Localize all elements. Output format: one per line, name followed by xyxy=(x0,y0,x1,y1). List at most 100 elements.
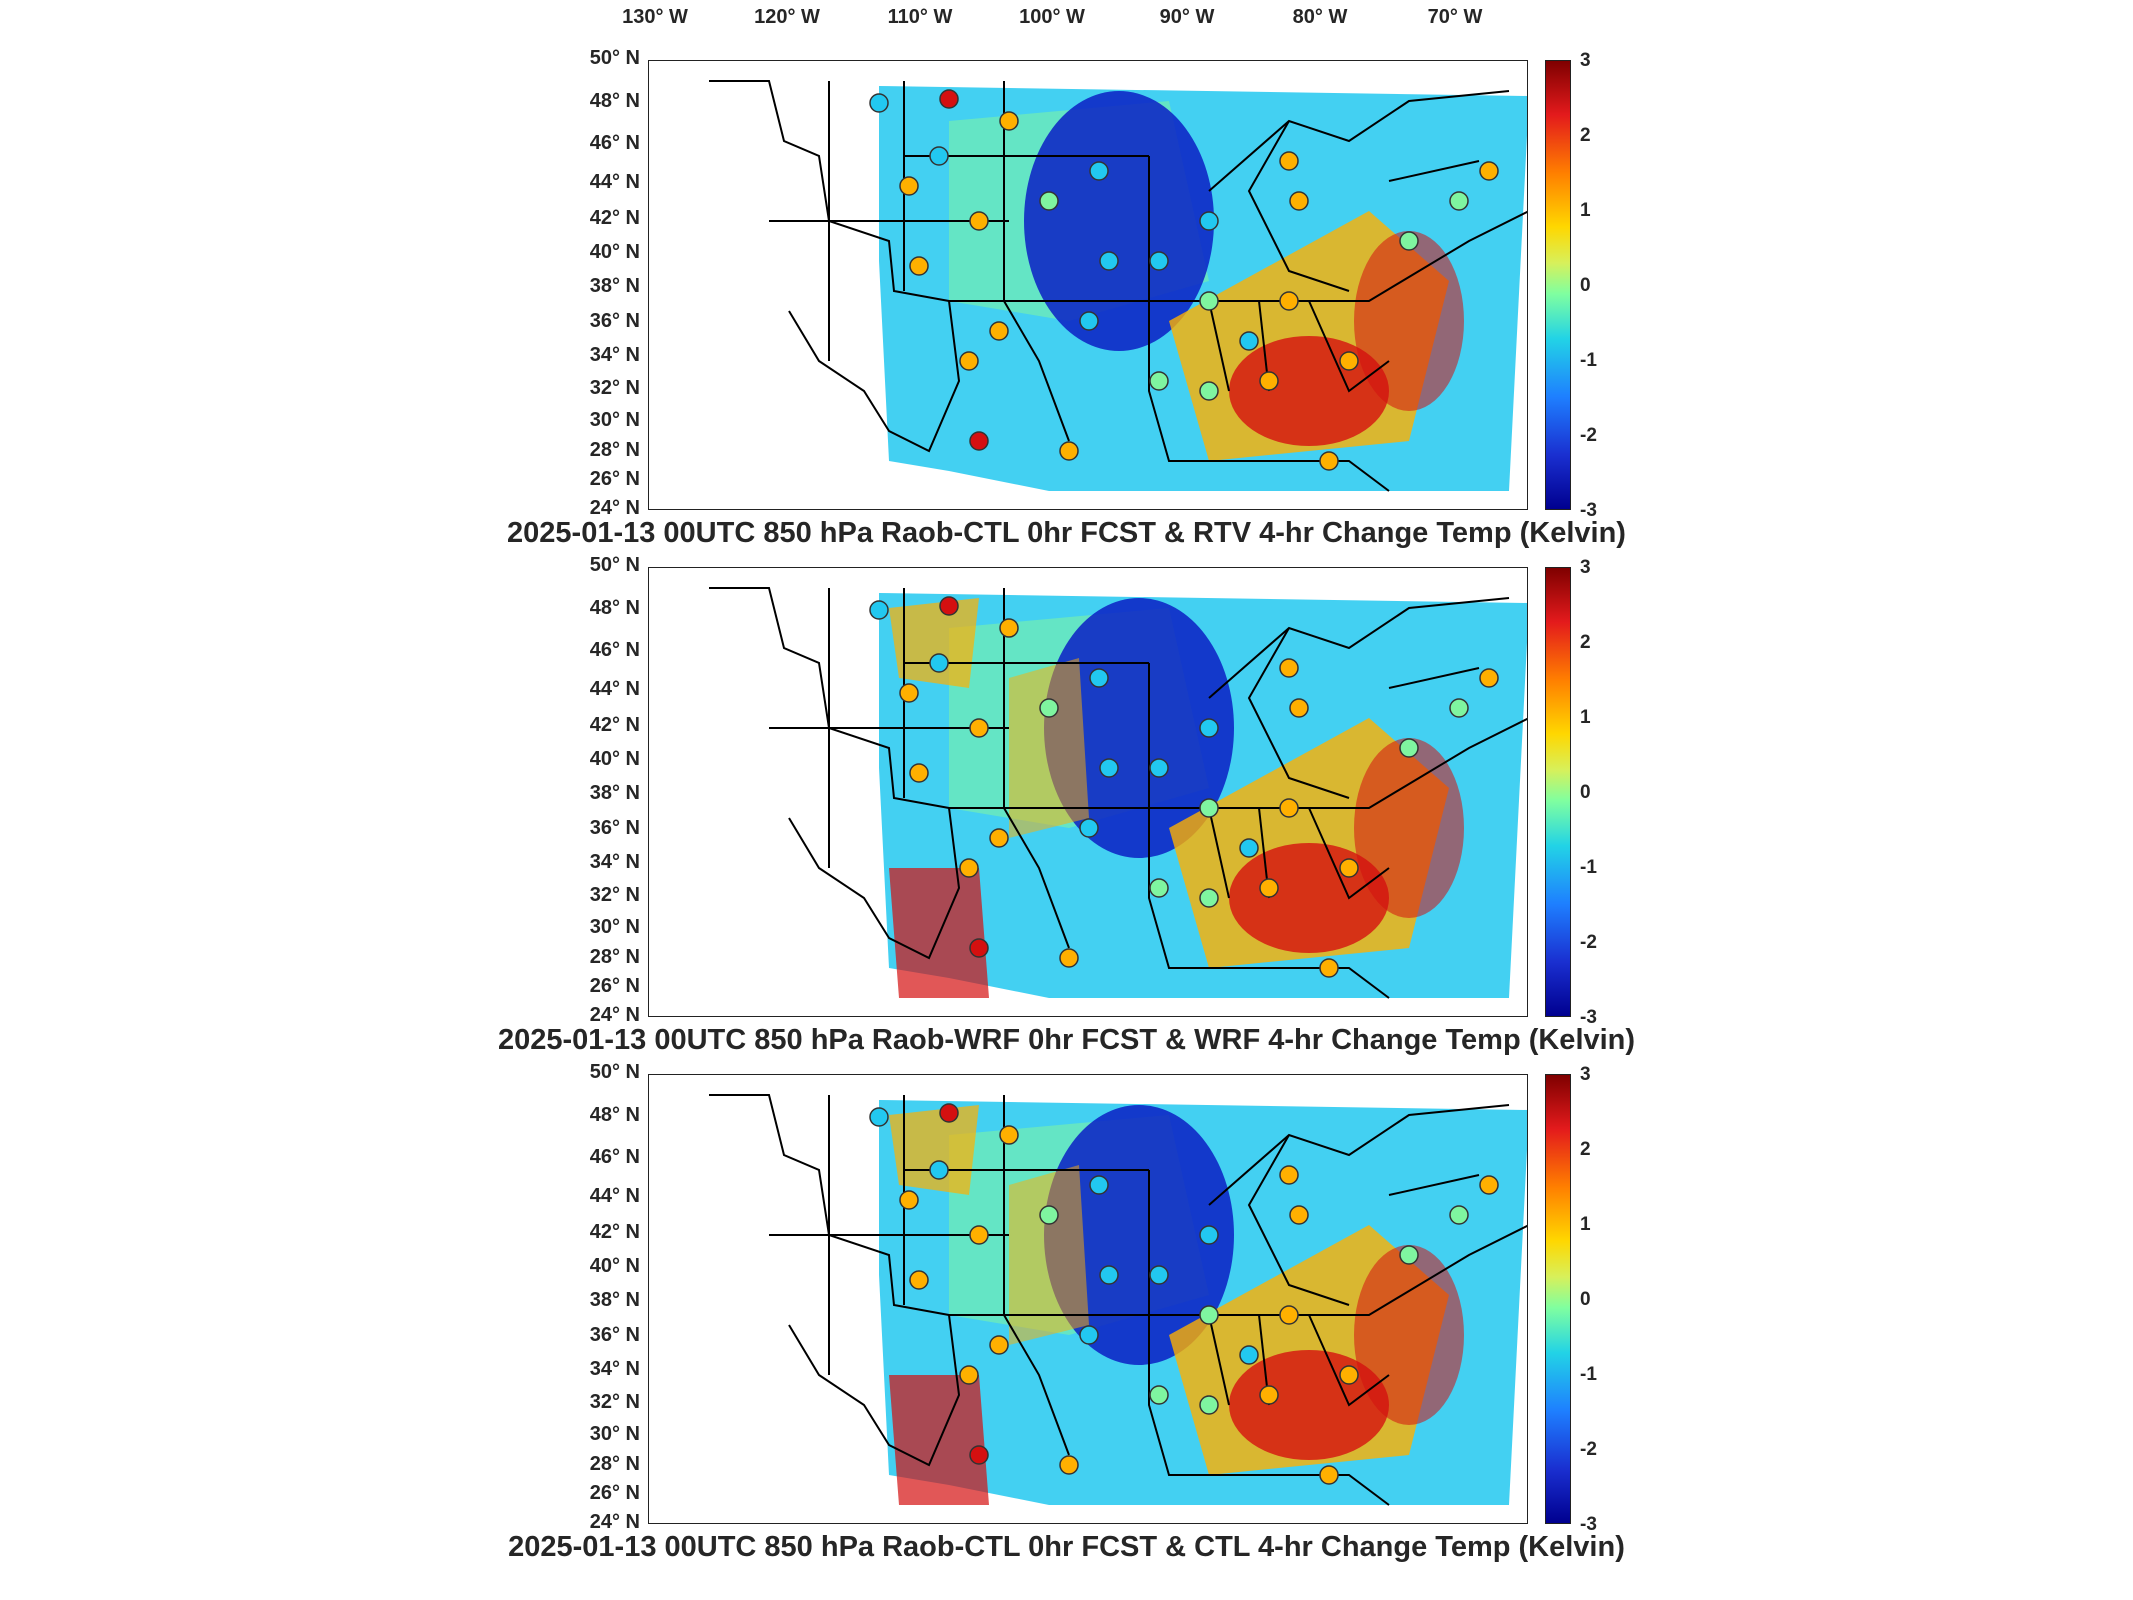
raob-station-marker xyxy=(1279,291,1299,311)
state-boundary xyxy=(1208,1104,1510,1206)
lat-label: 24° N xyxy=(589,1004,640,1026)
lat-label: 48° N xyxy=(589,597,640,619)
raob-station-marker xyxy=(869,93,889,113)
raob-station-marker xyxy=(929,1160,949,1180)
raob-station-marker xyxy=(959,858,979,878)
raob-station-marker xyxy=(1149,1385,1169,1405)
lat-label: 44° N xyxy=(589,678,640,700)
lat-label: 46° N xyxy=(589,639,640,661)
lat-label: 30° N xyxy=(589,916,640,938)
raob-station-marker xyxy=(1399,1245,1419,1265)
colorbar-tick: 3 xyxy=(1580,1064,1591,1085)
raob-station-marker xyxy=(1319,451,1339,471)
colorbar-tick: 1 xyxy=(1580,200,1591,221)
state-boundary xyxy=(1208,90,1510,192)
lat-label: 34° N xyxy=(589,1358,640,1380)
raob-station-marker xyxy=(969,1445,989,1465)
colorbar-tick: -2 xyxy=(1580,1439,1597,1460)
raob-station-marker xyxy=(959,1365,979,1385)
warm-region xyxy=(889,1105,979,1195)
lat-label: 36° N xyxy=(589,817,640,839)
colorbar-tick: -1 xyxy=(1580,857,1597,878)
raob-station-marker xyxy=(1059,441,1079,461)
raob-station-marker xyxy=(969,938,989,958)
raob-station-marker xyxy=(1449,1205,1469,1225)
lat-label: 30° N xyxy=(589,1423,640,1445)
raob-station-marker xyxy=(899,176,919,196)
raob-station-marker xyxy=(1399,231,1419,251)
warm-region xyxy=(889,598,979,688)
colorbar-tick: 0 xyxy=(1580,782,1591,803)
panel-title: 2025-01-13 00UTC 850 hPa Raob-WRF 0hr FC… xyxy=(497,1024,1636,1056)
raob-station-marker xyxy=(1149,251,1169,271)
raob-station-marker xyxy=(1059,1455,1079,1475)
state-boundary xyxy=(1003,300,1070,442)
raob-station-marker xyxy=(1279,1305,1299,1325)
panel-title: 2025-01-13 00UTC 850 hPa Raob-CTL 0hr FC… xyxy=(508,1531,1625,1563)
raob-station-marker xyxy=(1199,1305,1219,1325)
lat-label: 42° N xyxy=(589,714,640,736)
map-canvas xyxy=(709,80,1527,492)
raob-station-marker xyxy=(1259,1385,1279,1405)
lat-label: 34° N xyxy=(589,851,640,873)
hot-region xyxy=(1354,231,1464,411)
raob-station-marker xyxy=(1339,1365,1359,1385)
lon-label: 110° W xyxy=(887,6,953,28)
raob-station-marker xyxy=(1149,371,1169,391)
state-boundary xyxy=(1208,807,1230,899)
colorbar-tick: 3 xyxy=(1580,50,1591,71)
state-boundary xyxy=(1308,1314,1390,1407)
raob-station-marker xyxy=(899,1190,919,1210)
lat-label: 42° N xyxy=(589,1221,640,1243)
raob-station-marker xyxy=(1099,251,1119,271)
raob-station-marker xyxy=(1479,1175,1499,1195)
colorbar-tick: 2 xyxy=(1580,1139,1591,1160)
warm-region xyxy=(1009,658,1089,838)
state-boundary xyxy=(1388,667,1480,689)
state-boundary xyxy=(1388,160,1480,182)
colorbar-tick: 2 xyxy=(1580,125,1591,146)
raob-station-marker xyxy=(939,596,959,616)
raob-station-marker xyxy=(1279,798,1299,818)
raob-station-marker xyxy=(1149,758,1169,778)
raob-station-marker xyxy=(909,256,929,276)
raob-station-marker xyxy=(1199,1395,1219,1415)
state-boundary xyxy=(1148,663,1390,999)
map-plot xyxy=(648,567,1528,1017)
raob-station-marker xyxy=(1319,1465,1339,1485)
raob-station-marker xyxy=(909,1270,929,1290)
raob-station-marker xyxy=(1279,151,1299,171)
raob-station-marker xyxy=(1319,958,1339,978)
colorbar-tick: -1 xyxy=(1580,350,1597,371)
raob-station-marker xyxy=(969,718,989,738)
raob-station-marker xyxy=(1239,838,1259,858)
colorbar-tick: -3 xyxy=(1580,500,1597,521)
map-canvas xyxy=(709,587,1527,999)
raob-station-marker xyxy=(1199,1225,1219,1245)
state-boundary xyxy=(1003,1314,1070,1456)
raob-station-marker xyxy=(1199,798,1219,818)
raob-station-marker xyxy=(969,211,989,231)
raob-station-marker xyxy=(1059,948,1079,968)
lat-label: 40° N xyxy=(589,241,640,263)
map-panel-3: 50° N 48° N 46° N 44° N 42° N 40° N 38° N 36° N… xyxy=(0,1061,2133,1589)
colorbar-tick: -3 xyxy=(1580,1007,1597,1028)
lat-label: 24° N xyxy=(589,497,640,519)
raob-station-marker xyxy=(1089,1175,1109,1195)
raob-station-marker xyxy=(1289,191,1309,211)
colorbar xyxy=(1545,1074,1571,1524)
raob-station-marker xyxy=(999,618,1019,638)
lat-label: 40° N xyxy=(589,748,640,770)
lat-label: 26° N xyxy=(589,975,640,997)
state-boundary xyxy=(1148,1170,1390,1506)
raob-station-marker xyxy=(1149,878,1169,898)
colorbar xyxy=(1545,567,1571,1017)
warm-region xyxy=(1009,1165,1089,1345)
lat-label: 50° N xyxy=(589,47,640,69)
colorbar-tick: -1 xyxy=(1580,1364,1597,1385)
raob-station-marker xyxy=(1199,381,1219,401)
lat-label: 26° N xyxy=(589,468,640,490)
lat-label: 28° N xyxy=(589,439,640,461)
lat-label: 40° N xyxy=(589,1255,640,1277)
lat-label: 32° N xyxy=(589,377,640,399)
